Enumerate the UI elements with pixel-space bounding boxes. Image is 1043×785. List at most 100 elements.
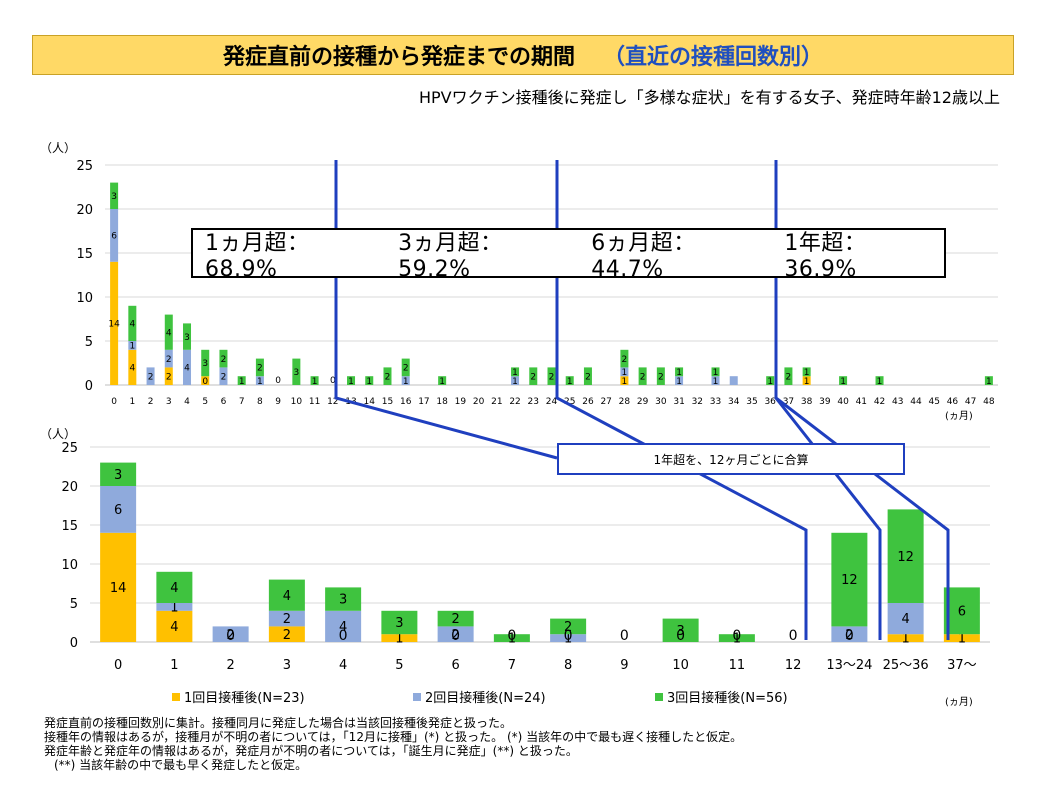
data-label-dose2: 6 [114,503,122,518]
bar-dose2 [156,603,193,611]
x-tick-label: 1 [170,658,178,673]
data-label-dose3: 4 [129,320,135,330]
x-tick-label: 9 [620,658,628,673]
zero-label: 0 [564,628,573,644]
y-tick-label: 10 [61,558,78,573]
bar-dose3 [381,610,418,635]
x-tick-label: 13〜24 [826,658,872,673]
data-label-dose2: 1 [257,377,263,387]
x-tick-label: 8 [257,397,263,407]
data-label-dose1: 2 [283,628,291,643]
data-label-dose3: 3 [339,593,347,608]
x-tick-label: 25〜36 [883,658,929,673]
x-tick-label: 9 [275,397,281,407]
footnotes: 発症直前の接種回数別に集計。接種同月に発症した場合は当該回接種後発症と扱った。 … [44,716,742,772]
legend-swatch-dose3 [655,692,663,701]
bar-dose3 [156,571,193,603]
x-tick-label: 12 [785,658,802,673]
bar-dose1 [100,532,137,642]
x-tick-label: 2 [148,397,154,407]
x-tick-label: 10 [291,397,303,407]
data-label-dose1: 14 [110,581,127,596]
bar-dose2 [110,209,119,262]
footnote-2: 接種年の情報はあるが，接種月が不明の者については，「12月に接種」(*) と扱っ… [44,730,743,744]
legend-item-dose2: 2回目接種後(N=24) [413,687,546,706]
x-tick-label: 1 [129,397,135,407]
stat-1m: 1ヵ月超：68.9% [205,230,310,282]
data-label-dose3: 4 [283,589,291,604]
bar-dose3 [493,634,530,642]
y-tick-label: 15 [76,247,93,262]
data-label-dose3: 4 [170,581,178,596]
bar-dose1 [201,376,210,385]
data-label-dose3: 12 [897,550,914,565]
top-x-unit: (ヵ月) [945,411,973,422]
bar-dose3 [310,376,319,385]
bar-dose3 [219,349,228,368]
bar-dose2 [146,367,155,385]
data-label-dose2: 4 [901,612,909,627]
x-tick-label: 7 [239,397,245,407]
title-banner: 発症直前の接種から発症までの期間 （直近の接種回数別） [32,35,1014,75]
bar-dose1 [128,349,137,385]
data-label-dose2: 2 [148,372,154,382]
page-subtitle: HPVワクチン接種後に発症し「多様な症状」を有する女子、発症時年齢12歳以上 [419,88,1000,107]
zero-label: 0 [507,628,516,644]
legend-label-dose1: 1回目接種後(N=23) [184,691,305,706]
data-label-dose1: 1 [395,632,403,647]
x-tick-label: 6 [221,397,227,407]
footnote-1: 発症直前の接種回数別に集計。接種同月に発症した場合は当該回接種後発症と扱った。 [44,716,513,730]
y-tick-label: 5 [85,335,93,350]
data-label-dose2: 2 [451,628,459,643]
x-tick-label: 12 [327,397,338,407]
bar-dose3 [943,587,980,635]
bar-dose3 [110,182,119,209]
bar-dose1 [164,367,173,385]
data-label-dose1: 0 [275,376,281,386]
x-tick-label: 37〜 [947,658,977,673]
data-label-dose3: 1 [986,377,992,387]
y-tick-label: 0 [70,636,78,651]
x-tick-label: 46 [947,397,959,407]
chart-bars: 1463041410202224343041035220610712080930… [100,462,980,673]
data-label-dose3: 3 [184,333,190,343]
stat-1y: 1年超：36.9% [784,230,867,282]
bar-dose3 [292,358,301,385]
x-tick-label: 5 [395,658,403,673]
data-label-dose3: 3 [202,359,208,369]
bar-dose3 [268,579,305,611]
top-y-unit: （人） [40,141,77,155]
bar-dose2 [219,367,228,385]
bar-dose3 [325,587,362,611]
data-label-dose2: 6 [111,232,117,242]
data-label-dose3: 1 [239,377,245,387]
data-label-dose1: 0 [330,376,336,386]
bar-dose2 [437,626,474,642]
footnote-4: (**) 当該年齢の中で最も早く発症したと仮定。 [54,758,308,772]
legend-swatch-dose1 [172,692,180,701]
data-label-dose2: 2 [226,628,234,643]
data-label-dose3: 3 [293,368,299,378]
footnote-3: 発症年齢と発症年の情報はあるが，発症月が不明の者については，「誕生月に発症」(*… [44,744,578,758]
data-label-dose3: 3 [111,192,117,202]
legend-item-dose1: 1回目接種後(N=23) [172,687,305,706]
data-label-dose1: 0 [202,377,208,387]
zero-label: 0 [339,628,348,644]
bar-dose3 [164,314,173,350]
x-tick-label: 2 [226,658,234,673]
data-label-dose1: 2 [166,372,172,382]
zero-label: 0 [226,628,235,644]
y-tick-label: 25 [76,159,93,174]
x-tick-label: 4 [339,658,347,673]
y-tick-label: 15 [61,519,78,534]
x-tick-label: 47 [965,397,976,407]
bar-dose3 [984,376,993,385]
bar-dose2 [255,376,264,385]
bar-dose2 [183,349,192,385]
bar-dose3 [100,462,137,486]
legend-label-dose2: 2回目接種後(N=24) [425,691,546,706]
x-tick-label: 0 [111,397,117,407]
aggregation-callout: 1年超を、12ヶ月ごとに合算 [557,443,905,475]
bar-dose2 [128,341,137,350]
x-tick-label: 48 [983,397,995,407]
